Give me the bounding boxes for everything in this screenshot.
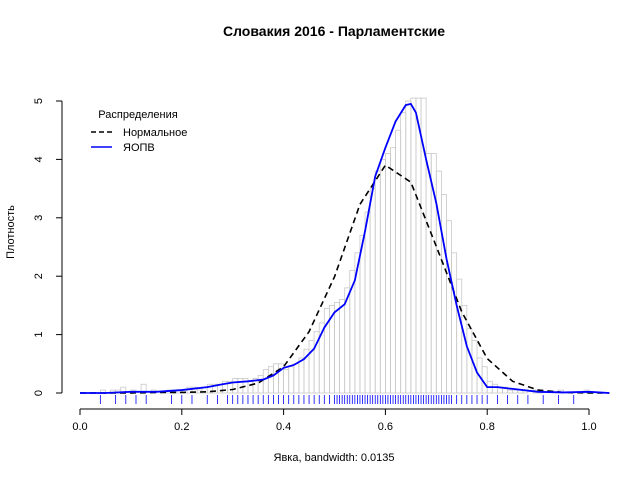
histogram-bar [257, 375, 264, 394]
x-axis: 0.0 0.2 0.4 0.6 0.8 1.0 [72, 408, 597, 433]
chart-title: Словакия 2016 - Парламентские [223, 23, 445, 39]
legend-label-normal: Нормальное [123, 127, 187, 139]
legend-title: Распределения [98, 109, 177, 121]
y-tick-label: 1 [33, 332, 45, 338]
histogram-bar [395, 129, 402, 394]
histogram-bar [379, 158, 386, 394]
histogram-bar [293, 363, 300, 394]
histogram-bar [374, 170, 381, 394]
histogram-bar [512, 389, 519, 394]
histogram-bar [446, 220, 452, 394]
histogram-bar [456, 278, 463, 394]
histogram-bar [339, 299, 346, 394]
x-tick-label: 0.0 [72, 421, 87, 433]
x-tick-label: 0.4 [276, 421, 291, 433]
histogram-bar [451, 252, 458, 394]
histogram-bar [410, 97, 417, 394]
histogram-bar [466, 328, 473, 394]
x-tick-label: 1.0 [581, 421, 596, 433]
histogram-bar [369, 188, 376, 394]
y-tick-label: 0 [33, 390, 45, 396]
histogram-bar [440, 194, 447, 394]
y-tick-label: 3 [33, 215, 45, 221]
x-tick-label: 0.2 [174, 421, 189, 433]
histogram-bar [334, 302, 340, 394]
histogram-bars [99, 97, 590, 394]
histogram-bar [364, 211, 371, 394]
histogram-bar [262, 369, 269, 394]
y-tick-label: 5 [33, 98, 45, 104]
histogram-bar [288, 366, 295, 394]
x-axis-label: Явка, bandwidth: 0.0135 [274, 452, 395, 464]
y-tick-label: 4 [33, 156, 45, 162]
histogram-bar [425, 153, 432, 394]
histogram-bar [390, 147, 396, 394]
normal-density-curve [80, 164, 610, 394]
y-axis-label: Плотность [5, 205, 17, 259]
kde-density-curve [80, 102, 610, 394]
histogram-bar [237, 377, 244, 394]
histogram-bar [267, 366, 274, 394]
histogram-bar [405, 100, 412, 394]
histogram-bar [400, 112, 407, 394]
x-tick-label: 0.6 [378, 421, 393, 433]
histogram-bar [359, 234, 366, 394]
legend-label-kde: ЯОПВ [123, 142, 155, 154]
rug-marks [99, 395, 575, 404]
y-tick-label: 2 [33, 273, 45, 279]
histogram-bar [273, 363, 279, 394]
histogram-bar [415, 97, 422, 394]
histogram-bar [283, 369, 290, 394]
y-axis: 0 1 2 3 4 5 [33, 98, 63, 396]
histogram-bar [247, 380, 254, 394]
legend: Распределения Нормальное ЯОПВ [91, 109, 187, 154]
histogram-bar [232, 377, 239, 394]
histogram-bar [298, 357, 305, 394]
histogram-bar [491, 383, 498, 394]
histogram-bar [384, 153, 391, 394]
histogram-bar [507, 389, 514, 394]
x-tick-label: 0.8 [480, 421, 495, 433]
